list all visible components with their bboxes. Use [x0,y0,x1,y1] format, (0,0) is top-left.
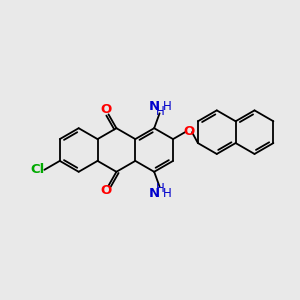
Text: Cl: Cl [30,163,44,176]
Text: N: N [149,100,160,113]
Text: H: H [156,182,165,195]
Text: H: H [163,187,172,200]
Text: O: O [100,184,111,197]
Text: H: H [156,105,165,118]
Text: H: H [163,100,172,113]
Text: O: O [183,125,195,138]
Text: O: O [100,103,111,116]
Text: N: N [149,187,160,200]
